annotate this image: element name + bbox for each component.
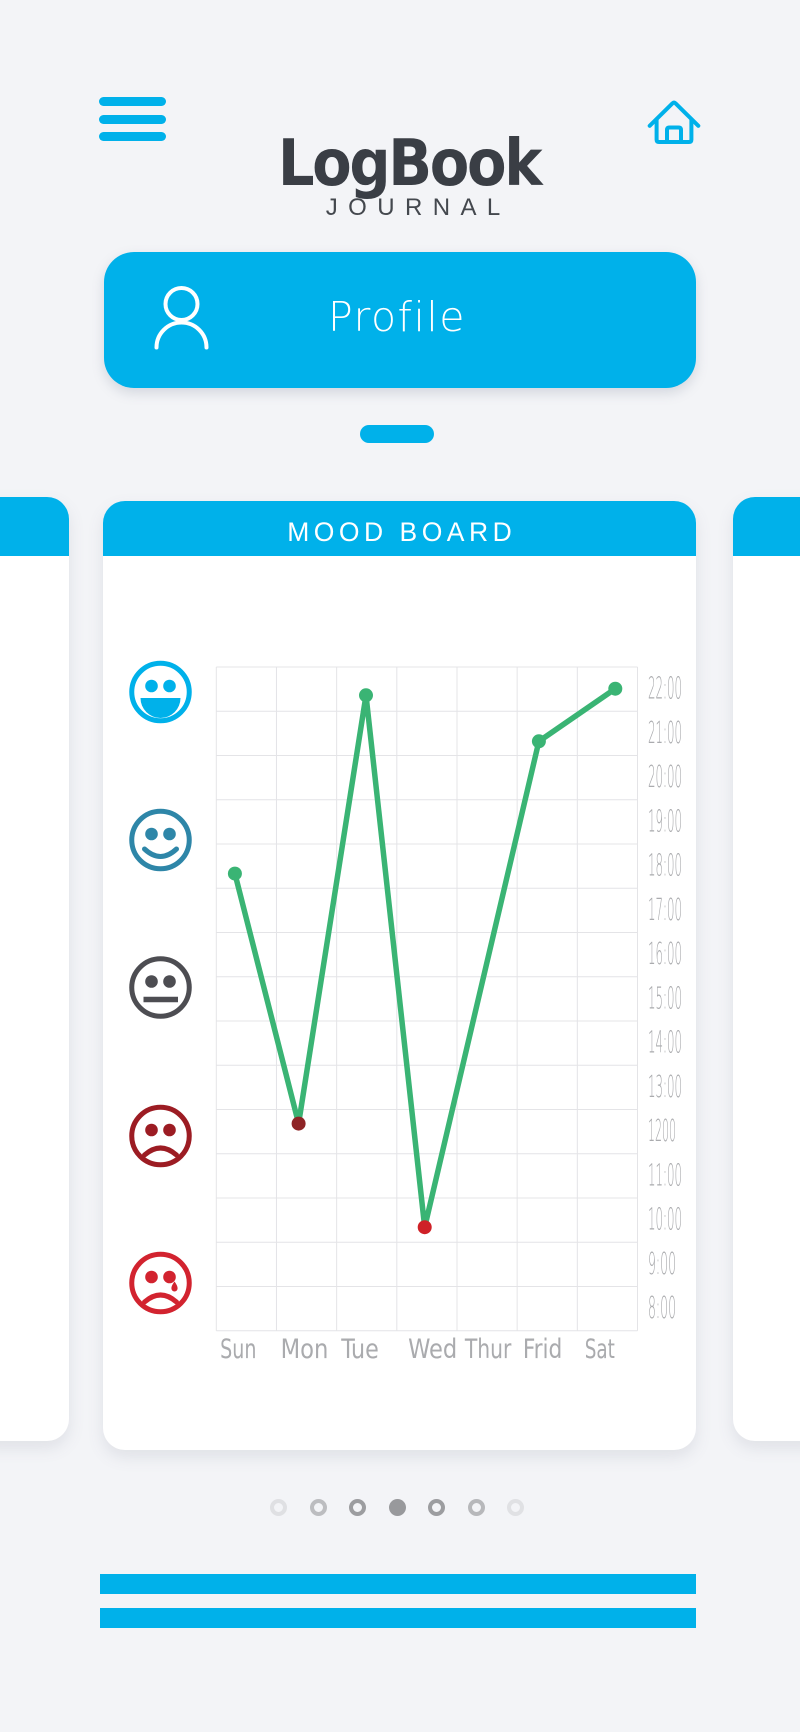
time-label-10:00: 10:00 — [648, 1203, 682, 1238]
home-walls — [654, 117, 694, 144]
chart-grid — [215, 666, 638, 1332]
time-label-16:00: 16:00 — [648, 937, 682, 972]
carousel-pagination — [270, 1499, 524, 1516]
mood-line — [232, 685, 619, 1230]
mood-point-sun[interactable] — [227, 866, 242, 881]
home-roof — [647, 100, 701, 128]
profile-button-label: Profile — [328, 293, 466, 341]
mood-point-sat[interactable] — [608, 681, 623, 696]
time-label-21:00: 21:00 — [648, 716, 682, 751]
time-label-15:00: 15:00 — [648, 981, 682, 1016]
pagination-dot-6[interactable] — [507, 1499, 524, 1516]
time-label-9:00: 9:00 — [648, 1247, 676, 1282]
app-title: LogBook — [277, 127, 543, 201]
day-label-sun: Sun — [220, 1334, 256, 1365]
menu-bar — [99, 97, 166, 106]
carousel-card-next-header — [733, 497, 800, 556]
pagination-dot-0[interactable] — [270, 1499, 287, 1516]
time-label-13:00: 13:00 — [648, 1070, 682, 1105]
mood-point-frid[interactable] — [531, 734, 546, 749]
carousel-card-next[interactable] — [733, 497, 800, 1441]
carousel-card-previous[interactable] — [0, 497, 69, 1441]
profile-indicator-pill — [360, 425, 434, 443]
pagination-dot-4[interactable] — [428, 1499, 445, 1516]
mood-board-card: MOOD BOARD 22:00 21:00 20:00 19:00 18:00 17:0… — [103, 501, 696, 1450]
time-axis-labels: 22:00 21:00 20:00 19:00 18:00 17:00 16:00 15:00… — [648, 672, 682, 1326]
time-label-11:00: 11:00 — [648, 1158, 682, 1193]
mood-emoji-sad — [129, 1104, 192, 1168]
mood-chart: 22:00 21:00 20:00 19:00 18:00 17:00 16:00 15:00… — [129, 660, 682, 1365]
day-axis-labels: Sun Mon Tue Wed Thur Frid Sat — [220, 1334, 615, 1365]
day-label-wed: Wed — [408, 1334, 457, 1365]
pagination-dot-3-active[interactable] — [388, 1499, 406, 1516]
menu-bar — [99, 114, 166, 124]
mood-emoji-neutral — [129, 956, 192, 1019]
mood-board-card-title: MOOD BOARD — [103, 501, 696, 556]
person-head — [163, 286, 200, 322]
mood-emoji-crying — [129, 1251, 192, 1315]
pagination-dot-1[interactable] — [309, 1499, 327, 1516]
home-icon[interactable] — [646, 96, 702, 150]
time-label-17:00: 17:00 — [648, 893, 682, 928]
mood-point-tue[interactable] — [359, 688, 373, 703]
day-label-mon: Mon — [281, 1334, 329, 1365]
home-door — [665, 125, 683, 144]
mood-emoji-smiling — [129, 808, 192, 872]
home-icon-strokes — [647, 100, 701, 144]
mood-point-wed[interactable] — [417, 1220, 432, 1235]
time-label-8:00: 8:00 — [648, 1291, 676, 1326]
time-label-18:00: 18:00 — [648, 849, 682, 884]
profile-button[interactable]: Profile — [104, 252, 696, 388]
carousel-card-previous-header — [0, 497, 69, 556]
pagination-dot-5[interactable] — [467, 1499, 485, 1516]
day-label-sat: Sat — [585, 1334, 615, 1365]
time-label-22:00: 22:00 — [648, 672, 682, 707]
person-icon — [154, 286, 209, 350]
pagination-dot-2[interactable] — [349, 1499, 366, 1516]
person-shoulders — [154, 320, 209, 350]
time-label-1200: 1200 — [648, 1114, 676, 1149]
app-header: LogBook JOURNAL — [0, 132, 800, 222]
menu-bar — [99, 132, 166, 142]
menu-icon[interactable] — [99, 97, 166, 142]
mood-point-mon[interactable] — [291, 1116, 306, 1131]
app-subtitle: JOURNAL — [325, 194, 511, 221]
day-label-tue: Tue — [340, 1334, 379, 1365]
day-label-frid: Frid — [523, 1334, 563, 1365]
time-label-14:00: 14:00 — [648, 1026, 682, 1061]
day-label-thur: Thur — [464, 1334, 511, 1365]
time-label-20:00: 20:00 — [648, 760, 682, 795]
time-label-19:00: 19:00 — [648, 804, 682, 839]
footer-bar-2 — [100, 1608, 696, 1628]
mood-emoji-laughing — [129, 660, 192, 724]
footer-bar-1 — [100, 1574, 696, 1594]
